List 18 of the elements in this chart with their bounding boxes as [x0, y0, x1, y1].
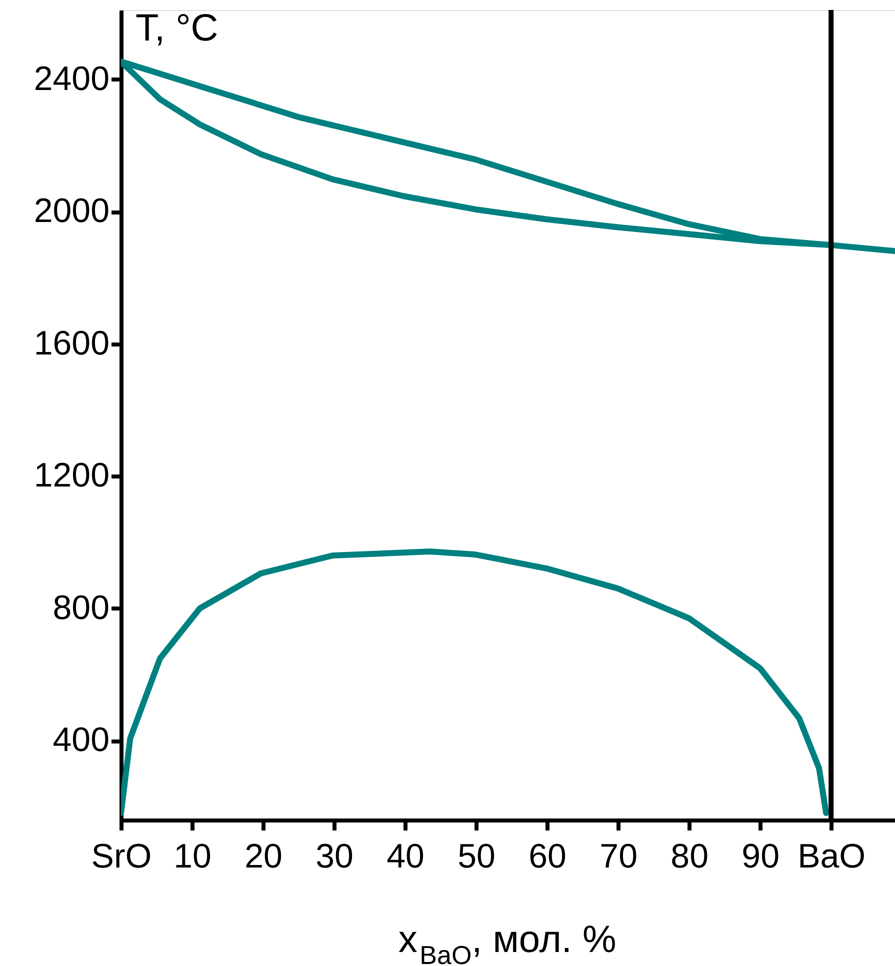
x-tick-label: SrO — [91, 838, 152, 876]
y-axis-title: T, °C — [136, 8, 218, 50]
x-tick-label: 10 — [174, 838, 212, 876]
x-tick-label: 20 — [244, 838, 282, 876]
x-tick-label: 80 — [670, 838, 708, 876]
y-tick-label: 400 — [52, 721, 110, 760]
y-tick-label: 1600 — [34, 324, 110, 362]
x-tick-label: 70 — [600, 838, 638, 876]
x-tick-label: 30 — [316, 838, 354, 876]
x-tick-label: 60 — [528, 838, 566, 876]
y-tick-label: 2000 — [34, 192, 110, 230]
x-tick-label: 40 — [386, 838, 424, 876]
y-tick-label: 2400 — [34, 60, 110, 98]
x-tick-label: BaO — [798, 838, 866, 876]
y-tick-label: 1200 — [34, 456, 110, 495]
x-tick-label: 90 — [742, 838, 780, 876]
y-tick-label: 800 — [52, 588, 110, 627]
x-tick-label: 50 — [458, 838, 496, 876]
